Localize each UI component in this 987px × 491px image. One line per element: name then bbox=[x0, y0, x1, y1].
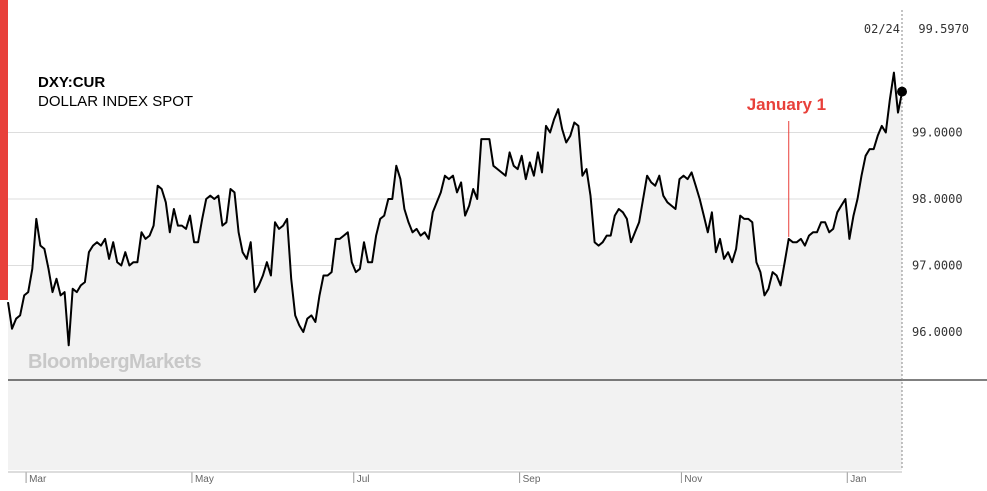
x-axis-ticks: Mar May Jul Sep Nov Jan bbox=[8, 471, 902, 485]
crosshair-value-readout: 99.5970 bbox=[918, 22, 969, 36]
index-name: DOLLAR INDEX SPOT bbox=[38, 93, 194, 110]
ticker-symbol: DXY:CUR bbox=[38, 74, 106, 91]
y-tick-label: 96.0000 bbox=[912, 325, 963, 339]
y-tick-label: 98.0000 bbox=[912, 192, 963, 206]
x-tick-label: May bbox=[195, 474, 214, 485]
x-tick-label: Sep bbox=[523, 474, 541, 485]
january-annotation-label: January 1 bbox=[747, 95, 826, 114]
x-tick-label: Mar bbox=[29, 474, 47, 485]
price-area-fill bbox=[8, 72, 902, 470]
x-tick-label: Jan bbox=[850, 474, 866, 485]
y-axis-ticks: 96.0000 97.0000 98.0000 99.0000 bbox=[912, 126, 963, 340]
bloomberg-watermark: BloombergMarkets bbox=[28, 351, 202, 373]
x-tick-label: Nov bbox=[684, 474, 702, 485]
x-tick-label: Jul bbox=[357, 474, 370, 485]
crosshair-date-readout: 02/24 bbox=[863, 22, 900, 36]
y-tick-label: 97.0000 bbox=[912, 259, 963, 273]
price-line bbox=[7, 71, 903, 347]
last-price-marker[interactable] bbox=[897, 86, 907, 97]
left-accent-bar bbox=[0, 0, 8, 300]
y-tick-label: 99.0000 bbox=[912, 126, 963, 140]
